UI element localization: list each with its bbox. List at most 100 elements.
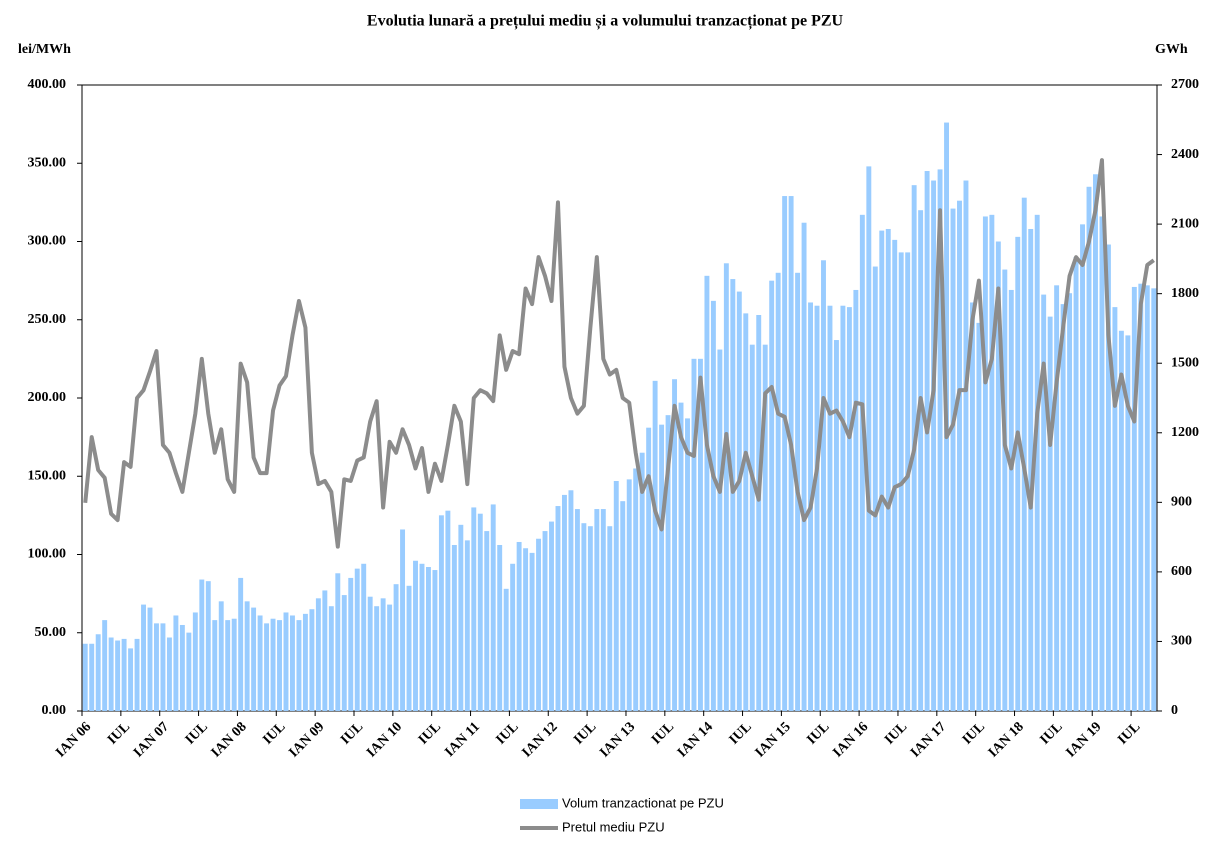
bar — [672, 379, 678, 711]
bar — [982, 216, 988, 711]
bar — [387, 604, 393, 711]
bar — [549, 521, 554, 711]
bar — [1054, 285, 1060, 711]
bar — [607, 526, 613, 711]
bar — [1099, 216, 1105, 711]
bar — [659, 424, 665, 711]
bar — [95, 634, 101, 711]
bar — [1080, 224, 1085, 711]
bar — [574, 509, 580, 711]
bar — [406, 585, 412, 711]
bar — [102, 620, 108, 711]
bar — [166, 637, 172, 711]
bar — [477, 513, 483, 711]
bar — [212, 620, 218, 711]
bar — [743, 313, 749, 711]
bar — [134, 638, 140, 711]
bar — [710, 300, 716, 711]
x-tick-label: IUL — [1038, 719, 1066, 747]
bar — [315, 598, 321, 711]
bar — [697, 358, 703, 711]
x-tick-label: IUL — [260, 719, 288, 747]
bar — [833, 340, 839, 711]
bar — [451, 544, 457, 711]
bar — [328, 606, 334, 711]
y-axis-title: lei/MWh — [18, 42, 71, 57]
x-tick-label: IAN 18 — [986, 719, 1027, 760]
x-tick-label: IAN 08 — [209, 719, 250, 760]
bar — [769, 280, 775, 711]
bar — [1144, 285, 1150, 711]
bar — [782, 196, 788, 712]
y2-tick-label: 1500 — [1171, 355, 1199, 370]
y-tick-label: 150.00 — [28, 468, 67, 483]
bar — [931, 180, 937, 712]
bar — [989, 214, 995, 711]
bar — [244, 601, 250, 711]
bar — [1021, 197, 1027, 711]
bar — [924, 171, 930, 712]
bar — [1131, 286, 1137, 711]
bar — [1060, 304, 1066, 711]
bar — [646, 427, 652, 711]
bar — [400, 529, 406, 711]
bar — [1034, 214, 1040, 711]
bar — [154, 623, 159, 711]
bar — [756, 314, 762, 711]
legend-label: Volum tranzactionat pe PZU — [562, 795, 724, 810]
bar — [1002, 269, 1008, 711]
y2-tick-label: 300 — [1171, 634, 1192, 649]
bar — [374, 606, 380, 711]
x-tick-label: IAN 09 — [286, 719, 327, 760]
bar — [141, 604, 146, 711]
x-tick-label: IAN 15 — [753, 719, 794, 760]
bar — [471, 507, 477, 711]
bar — [821, 260, 826, 711]
bar — [620, 501, 626, 711]
bar — [510, 563, 516, 711]
bar — [691, 358, 697, 711]
y2-tick-label: 2400 — [1171, 147, 1199, 162]
bar — [730, 279, 736, 711]
bar — [1008, 289, 1014, 711]
bar — [853, 289, 859, 711]
bar — [749, 344, 755, 711]
bar — [963, 180, 969, 712]
bar — [438, 515, 444, 711]
x-tick-label: IUL — [338, 719, 366, 747]
y-tick-label: 200.00 — [28, 390, 67, 405]
bar — [432, 570, 438, 711]
x-tick-label: IAN 12 — [519, 719, 560, 760]
bar — [413, 560, 418, 711]
bar — [704, 275, 710, 711]
bar — [633, 468, 639, 711]
x-tick-label: IUL — [183, 719, 211, 747]
bar — [1118, 330, 1124, 711]
bar — [976, 322, 982, 711]
bar — [290, 615, 295, 711]
bar — [82, 643, 88, 711]
y-tick-label: 400.00 — [28, 77, 67, 92]
bar — [652, 380, 658, 711]
bar — [866, 166, 872, 711]
bar — [348, 577, 354, 711]
bar — [322, 590, 328, 711]
x-tick-label: IAN 14 — [675, 719, 716, 760]
bar — [192, 612, 198, 711]
bar — [814, 305, 820, 711]
x-tick-label: IAN 07 — [131, 719, 172, 760]
bar — [335, 573, 341, 711]
bar — [380, 598, 386, 711]
bar — [639, 452, 645, 711]
bar — [723, 263, 729, 711]
x-tick-label: IAN 10 — [364, 719, 405, 760]
plot-frame — [81, 84, 1158, 712]
bar — [484, 531, 490, 711]
bar — [270, 618, 276, 711]
bar — [296, 620, 302, 711]
bar — [186, 632, 192, 711]
bar — [613, 481, 619, 711]
x-tick-label: IAN 19 — [1063, 719, 1104, 760]
x-tick-label: IUL — [960, 719, 988, 747]
bar — [685, 418, 690, 711]
